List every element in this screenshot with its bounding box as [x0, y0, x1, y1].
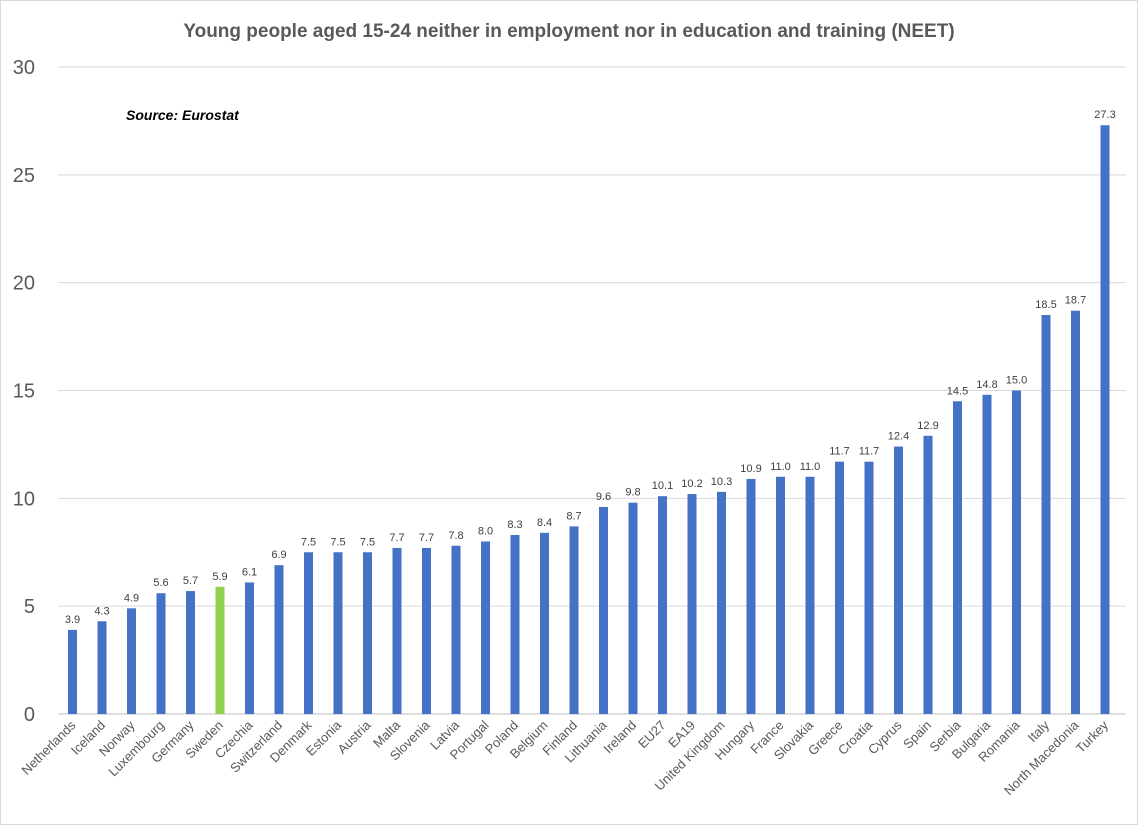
- y-tick-label: 0: [24, 704, 35, 726]
- bar-ea19: [687, 494, 697, 714]
- y-tick-label: 15: [13, 381, 35, 403]
- y-tick-label: 10: [13, 488, 35, 510]
- data-label: 11.7: [859, 446, 880, 458]
- bar-bulgaria: [982, 394, 992, 714]
- bar-united-kingdom: [717, 491, 726, 714]
- data-label: 9.8: [625, 487, 640, 499]
- data-label: 8.0: [478, 525, 493, 537]
- data-label: 10.2: [681, 478, 702, 490]
- bar-lithuania: [599, 506, 608, 714]
- bar-portugal: [481, 541, 490, 714]
- data-label: 12.4: [888, 431, 909, 443]
- bar-slovenia: [422, 547, 431, 714]
- data-label: 5.6: [153, 577, 168, 589]
- data-label: 6.1: [242, 566, 257, 578]
- bar-belgium: [540, 532, 549, 714]
- bar-malta: [392, 547, 402, 714]
- data-label: 14.8: [976, 379, 997, 391]
- bar-cyprus: [894, 446, 903, 714]
- data-label: 7.5: [301, 536, 316, 548]
- bar-denmark: [304, 552, 313, 714]
- category-label: Ireland: [600, 718, 639, 757]
- data-label: 4.3: [94, 605, 109, 617]
- bar-italy: [1041, 315, 1051, 714]
- data-label: 8.7: [566, 510, 581, 522]
- y-tick-label: 30: [13, 57, 35, 79]
- data-label: 18.5: [1035, 299, 1056, 311]
- data-label: 27.3: [1094, 109, 1115, 121]
- data-label: 5.7: [183, 575, 198, 587]
- data-label: 11.0: [770, 461, 791, 473]
- data-label: 10.9: [740, 463, 761, 475]
- data-label: 5.9: [212, 571, 227, 583]
- bar-france: [776, 476, 785, 714]
- category-label: Cyprus: [865, 717, 905, 757]
- data-label: 7.7: [419, 532, 434, 544]
- category-label: Turkey: [1073, 717, 1112, 756]
- data-label: 7.8: [448, 530, 463, 542]
- data-label: 11.0: [800, 461, 821, 473]
- bar-norway: [127, 608, 136, 714]
- data-label: 4.9: [124, 592, 139, 604]
- data-label: 3.9: [65, 614, 80, 626]
- data-label: 12.9: [917, 420, 938, 432]
- bar-greece: [835, 461, 844, 714]
- data-label: 14.5: [947, 385, 968, 397]
- data-label: 9.6: [596, 491, 611, 503]
- bar-north-macedonia: [1071, 310, 1080, 714]
- category-label: EU27: [635, 718, 669, 752]
- bar-ireland: [628, 502, 638, 714]
- bar-czechia: [245, 582, 254, 714]
- source-annotation: Source: Eurostat: [126, 107, 240, 123]
- bar-spain: [923, 435, 933, 714]
- data-label: 10.3: [711, 476, 732, 488]
- bar-switzerland: [274, 565, 284, 714]
- bar-austria: [363, 552, 372, 714]
- data-label: 6.9: [271, 549, 286, 561]
- bar-estonia: [333, 552, 343, 714]
- data-label: 8.4: [537, 517, 552, 529]
- bar-slovakia: [805, 476, 815, 714]
- data-label: 18.7: [1065, 295, 1086, 307]
- bar-poland: [510, 534, 520, 714]
- data-label: 10.1: [652, 480, 673, 492]
- y-tick-label: 5: [24, 596, 35, 618]
- data-label: 8.3: [507, 519, 522, 531]
- bar-finland: [569, 526, 579, 714]
- y-tick-label: 25: [13, 165, 35, 187]
- bar-turkey: [1100, 125, 1110, 715]
- category-label: Austria: [334, 717, 374, 757]
- bar-sweden: [215, 586, 225, 714]
- bar-hungary: [746, 478, 756, 714]
- bar-croatia: [864, 461, 874, 714]
- bar-romania: [1012, 390, 1021, 714]
- bar-netherlands: [68, 629, 77, 714]
- data-label: 11.7: [829, 446, 850, 458]
- bar-serbia: [953, 401, 962, 714]
- data-label: 7.5: [360, 536, 375, 548]
- bar-eu27: [658, 496, 667, 714]
- bar-germany: [186, 591, 195, 714]
- bar-luxembourg: [156, 593, 166, 714]
- bar-latvia: [451, 545, 461, 714]
- chart-title: Young people aged 15-24 neither in emplo…: [183, 21, 954, 42]
- data-label: 15.0: [1006, 375, 1027, 387]
- bar-iceland: [97, 621, 107, 714]
- y-tick-label: 20: [13, 273, 35, 295]
- data-label: 7.5: [330, 536, 345, 548]
- data-label: 7.7: [389, 532, 404, 544]
